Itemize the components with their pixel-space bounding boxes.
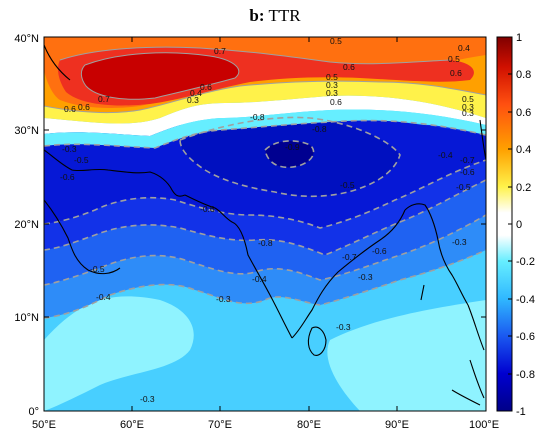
lat-tick-label: 40°N xyxy=(14,33,39,45)
colorbar-tick-label: 0.2 xyxy=(516,182,531,194)
lon-tick-label: 80°E xyxy=(297,419,321,431)
colorbar-tick-label: 0.6 xyxy=(516,107,531,119)
lon-tick-label: 100°E xyxy=(469,419,499,431)
contour-label: -0.5 xyxy=(340,180,355,190)
field-level-minus02 xyxy=(44,296,194,411)
colorbar-tick-label: 0.8 xyxy=(516,69,531,81)
contour-label: -0.5 xyxy=(74,155,89,165)
lon-tick-label: 50°E xyxy=(32,419,56,431)
contour-label: -0.3 xyxy=(336,322,351,332)
contour-label: -0.3 xyxy=(62,144,77,154)
contour-label: -0.4 xyxy=(252,274,267,284)
coast-india-west xyxy=(184,194,293,339)
contour-label: 0.7 xyxy=(98,94,110,104)
contour-label: 0.7 xyxy=(214,46,226,56)
lat-tick-label: 30°N xyxy=(14,125,39,137)
colorbar-tick-label: -0.4 xyxy=(516,294,535,306)
contour-label: -0.3 xyxy=(452,237,467,247)
contour-label: 0.3 xyxy=(326,88,338,98)
contour-label: -0.3 xyxy=(216,294,231,304)
coast-andaman xyxy=(420,284,425,301)
colorbar-tick-label: 0 xyxy=(516,219,522,231)
contour-label: 0.3 xyxy=(462,108,474,118)
field-level-plus02 xyxy=(44,76,486,124)
contour-label: 0.6 xyxy=(343,62,355,72)
coast-north xyxy=(44,44,486,161)
colorbar-tick-label: 0.4 xyxy=(516,144,531,156)
contour-label: 0.3 xyxy=(187,95,199,105)
contour-label: -0.9 xyxy=(285,142,300,152)
contour-label: -0.8 xyxy=(258,238,273,248)
contour-label: -0.5 xyxy=(456,182,471,192)
contour-label: 0.4 xyxy=(190,88,202,98)
contour-label: 0.3 xyxy=(462,102,474,112)
coast-arabia-iran xyxy=(44,149,186,197)
contour-label: 0.3 xyxy=(326,80,338,90)
contour-label: -0.4 xyxy=(438,150,453,160)
contour-label: -0.6 xyxy=(372,246,387,256)
lat-labels: 0° 10°N 20°N 30°N 40°N xyxy=(14,33,39,418)
coast-sri-lanka xyxy=(307,326,327,356)
negative-contours xyxy=(44,116,486,319)
coast-sumatra xyxy=(451,389,481,406)
contour-label: -0.3 xyxy=(140,394,155,404)
colorbar-tick-label: -0.6 xyxy=(516,331,535,343)
contour-label: -0.6 xyxy=(460,167,475,177)
positive-contours xyxy=(44,46,486,113)
field-level-minus09 xyxy=(265,140,314,168)
coast-bangladesh-myanmar xyxy=(404,203,469,306)
field-level-zero xyxy=(44,95,486,136)
contour-label: -0.3 xyxy=(358,272,373,282)
contour-label: 0.4 xyxy=(458,43,470,53)
contour-label: 0.5 xyxy=(330,36,342,46)
contour-label: -0.7 xyxy=(342,252,357,262)
coastlines xyxy=(44,44,486,406)
coast-malay xyxy=(467,304,485,399)
contour-label: 0.5 xyxy=(326,72,338,82)
panel-label: b: xyxy=(249,6,265,25)
colorbar-tick-label: -0.8 xyxy=(516,369,535,381)
lon-tick-label: 90°E xyxy=(385,419,409,431)
coast-arabian-peninsula xyxy=(44,199,121,275)
contour-label: -0.6 xyxy=(200,204,215,214)
contour-label: -0.6 xyxy=(60,172,75,182)
contour-label: -0.8 xyxy=(250,112,265,122)
title-text: TTR xyxy=(268,6,301,25)
field-level-plus07 xyxy=(81,52,239,100)
contour-label: 0.6 xyxy=(78,102,90,112)
contour-label: 0.6 xyxy=(330,97,342,107)
colorbar-tick-label: -1 xyxy=(516,406,526,418)
lat-tick-label: 10°N xyxy=(14,312,39,324)
lon-tick-label: 60°E xyxy=(120,419,144,431)
contour-label: -0.7 xyxy=(460,155,475,165)
coast-india-east xyxy=(291,209,406,339)
colorbar: 1 0.8 0.6 0.4 0.2 0 -0.2 -0.4 -0.6 -0.8 … xyxy=(496,32,535,418)
contour-label: -0.5 xyxy=(90,264,105,274)
contour-label: 0.5 xyxy=(448,54,460,64)
lon-labels: 50°E 60°E 70°E 80°E 90°E 100°E xyxy=(32,419,499,431)
colorbar-labels: 1 0.8 0.6 0.4 0.2 0 -0.2 -0.4 -0.6 -0.8 … xyxy=(516,32,535,418)
colorbar-tick-label: 1 xyxy=(516,32,522,44)
lon-tick-label: 70°E xyxy=(208,419,232,431)
lat-tick-label: 20°N xyxy=(14,219,39,231)
contour-label: 0.6 xyxy=(450,68,462,78)
contour-label: 0.6 xyxy=(64,104,76,114)
contour-label: 0.5 xyxy=(462,94,474,104)
colorbar-tick-label: -0.2 xyxy=(516,256,535,268)
contour-label: -0.8 xyxy=(312,124,327,134)
contour-labels: 0.7 0.5 0.4 0.5 0.6 0.6 0.7 0.6 0.4 0.3 … xyxy=(60,36,475,404)
axis-ticks xyxy=(43,37,487,411)
contour-label: -0.4 xyxy=(96,292,111,302)
lat-tick-label: 0° xyxy=(28,406,39,418)
contour-label: 0.6 xyxy=(200,82,212,92)
figure-title: b: TTR xyxy=(0,6,550,26)
field-level-minus02b xyxy=(327,300,486,411)
field-level-minus01 xyxy=(44,109,486,148)
contour-field: 0.7 0.5 0.4 0.5 0.6 0.6 0.7 0.6 0.4 0.3 … xyxy=(44,36,486,411)
